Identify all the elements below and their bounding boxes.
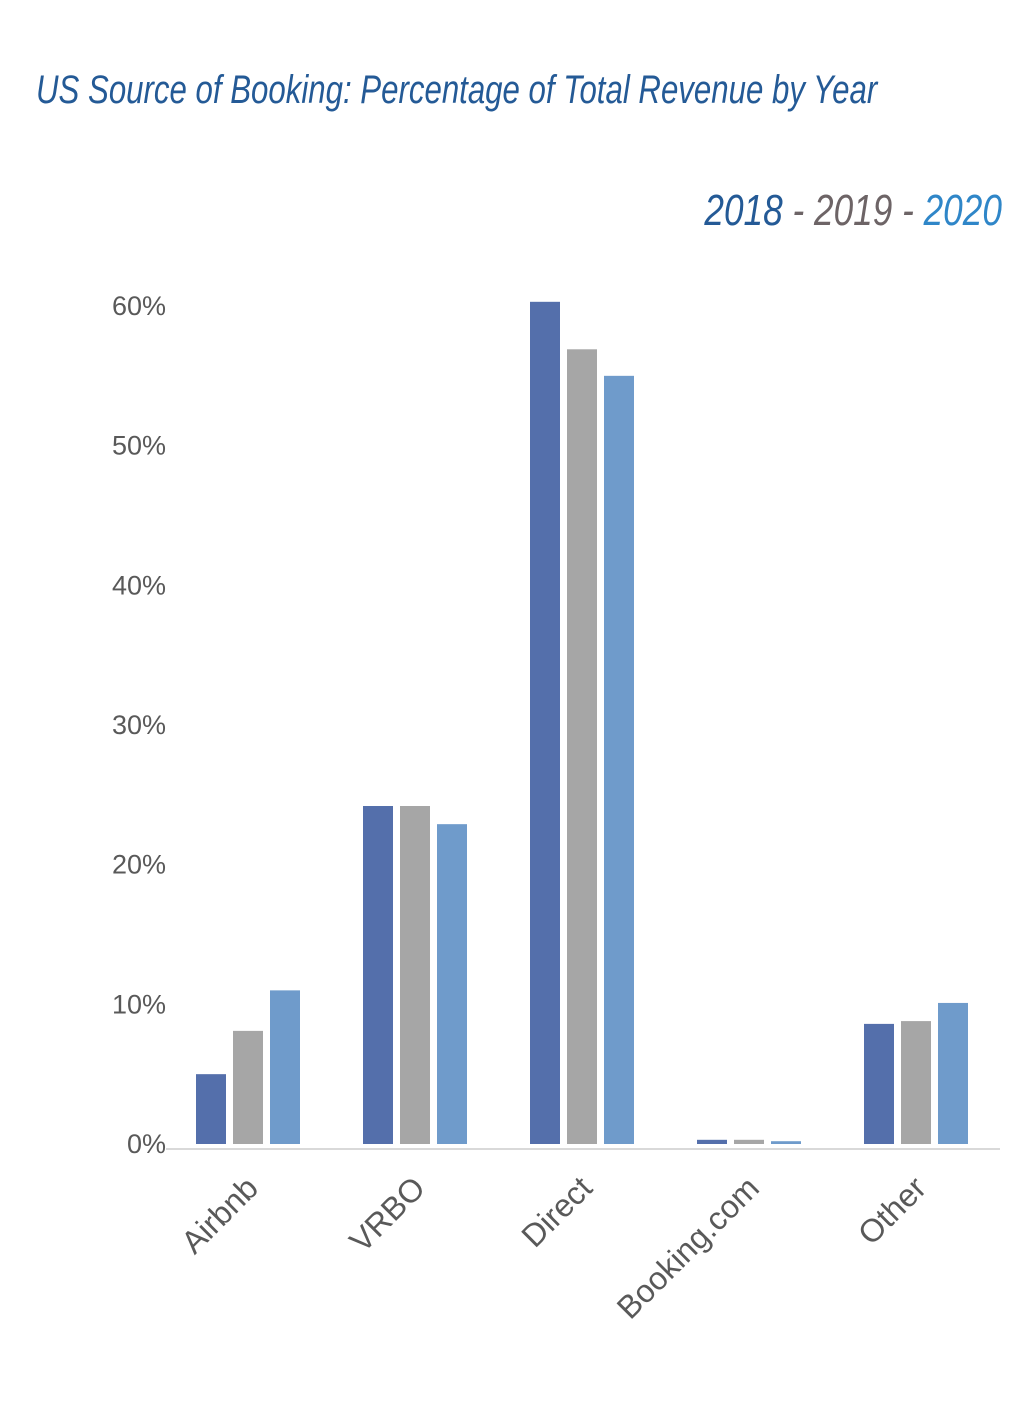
y-tick-label: 0%	[127, 1129, 166, 1159]
bar-vrbo-2018	[363, 806, 393, 1144]
bar-other-2018	[864, 1023, 894, 1144]
x-category-label: Direct	[514, 1169, 599, 1254]
chart-title: US Source of Booking: Percentage of Tota…	[36, 68, 878, 112]
bar-vrbo-2020	[437, 824, 467, 1144]
bar-bookingcom-2020	[771, 1141, 801, 1144]
legend-separator: -	[902, 186, 914, 235]
bar-direct-2019	[567, 349, 597, 1145]
y-tick-label: 20%	[112, 850, 166, 880]
y-tick-label: 10%	[112, 989, 166, 1019]
bar-vrbo-2019	[400, 806, 430, 1144]
y-tick-label: 60%	[112, 291, 166, 321]
bar-other-2019	[901, 1021, 931, 1144]
x-category-label: Airbnb	[174, 1169, 265, 1260]
legend: 2018 - 2019 - 2020	[704, 186, 1002, 236]
bar-bookingcom-2018	[697, 1139, 727, 1144]
x-category-label: VRBO	[342, 1169, 432, 1259]
bar-airbnb-2018	[196, 1074, 226, 1144]
bar-direct-2020	[604, 375, 634, 1144]
bar-airbnb-2020	[270, 990, 300, 1144]
bar-bookingcom-2019	[734, 1139, 764, 1144]
bar-other-2020	[938, 1002, 968, 1144]
bar-direct-2018	[530, 301, 560, 1144]
y-tick-label: 50%	[112, 431, 166, 461]
y-tick-label: 40%	[112, 570, 166, 600]
legend-2020: 2020	[923, 186, 1002, 235]
x-category-label: Booking.com	[610, 1169, 766, 1325]
x-category-label: Other	[851, 1169, 933, 1251]
legend-2019: 2019	[814, 186, 893, 235]
bar-airbnb-2019	[233, 1030, 263, 1144]
y-tick-label: 30%	[112, 710, 166, 740]
legend-separator: -	[792, 186, 805, 235]
legend-2018: 2018	[704, 186, 783, 235]
